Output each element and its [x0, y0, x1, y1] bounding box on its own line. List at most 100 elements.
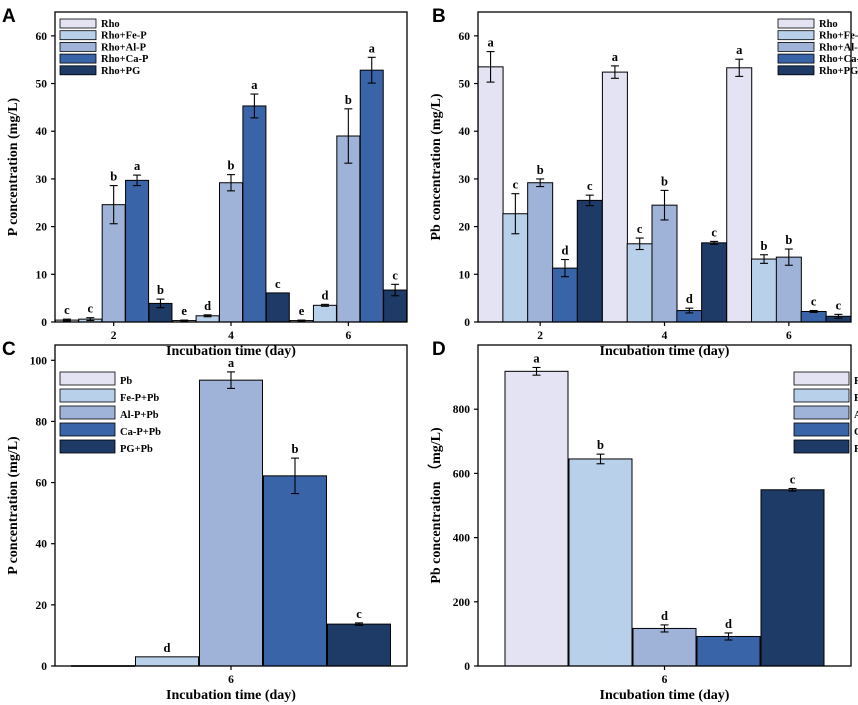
significance-label: d	[321, 288, 328, 302]
significance-label: a	[134, 159, 141, 173]
bar	[760, 489, 825, 667]
legend-swatch	[793, 371, 850, 386]
y-tick-label: 100	[30, 355, 48, 367]
significance-label: c	[392, 268, 398, 282]
y-tick-label: 20	[36, 600, 48, 612]
legend-label: Rho+Al-P	[819, 42, 858, 53]
legend-swatch	[59, 422, 116, 437]
legend-swatch	[793, 422, 850, 437]
significance-label: b	[597, 438, 604, 452]
bar	[199, 379, 263, 667]
bar	[568, 458, 633, 667]
panel-letter: D	[432, 339, 446, 360]
significance-label: c	[87, 302, 93, 316]
legend-swatch	[777, 65, 815, 76]
bar	[336, 135, 361, 323]
legend-label: Rho	[101, 19, 120, 30]
y-tick-label: 30	[459, 174, 471, 186]
bar	[751, 258, 778, 323]
bar	[601, 71, 628, 323]
y-tick-label: 50	[459, 79, 471, 91]
legend-swatch	[59, 65, 97, 76]
significance-label: a	[369, 41, 376, 55]
bar	[327, 623, 391, 667]
legend-label: Rho	[819, 19, 838, 30]
significance-label: a	[736, 43, 743, 57]
y-tick-label: 0	[41, 661, 47, 673]
significance-label: c	[64, 303, 70, 317]
x-tick-label: 6	[662, 674, 668, 686]
significance-label: c	[587, 179, 593, 193]
legend-swatch	[777, 53, 815, 64]
bar	[775, 256, 802, 323]
significance-label: b	[157, 283, 164, 297]
y-tick-label: 30	[36, 174, 48, 186]
significance-label: a	[251, 78, 258, 92]
x-tick-label: 2	[537, 330, 543, 342]
legend-swatch	[59, 388, 116, 403]
bar	[696, 635, 761, 667]
y-tick-label: 60	[459, 31, 471, 43]
bar	[800, 311, 827, 323]
legend-label: Pb	[120, 376, 132, 387]
significance-label: c	[356, 607, 362, 621]
significance-label: d	[725, 617, 732, 631]
y-tick-label: 40	[36, 539, 48, 551]
panel-letter: C	[2, 339, 16, 360]
bar	[265, 292, 290, 323]
significance-label: c	[836, 298, 842, 312]
bar	[527, 182, 554, 323]
x-tick-label: 6	[228, 674, 234, 686]
bar	[726, 67, 753, 323]
legend-swatch	[59, 30, 97, 41]
significance-label: d	[661, 609, 668, 623]
x-tick-label: 6	[786, 330, 792, 342]
legend-label: Rho+PG	[819, 66, 858, 77]
legend-swatch	[59, 53, 97, 64]
significance-label: a	[533, 351, 540, 365]
bar	[632, 627, 697, 667]
bar	[125, 179, 150, 323]
significance-label: a	[487, 36, 494, 50]
legend: Pb Fe-P+Pb Al-P+Pb Ca-P+Pb PG+Pb	[793, 371, 858, 455]
significance-label: c	[637, 222, 643, 236]
y-tick-label: 800	[453, 404, 471, 416]
y-tick-label: 600	[453, 468, 471, 480]
significance-label: b	[292, 442, 299, 456]
legend-swatch	[59, 371, 116, 386]
y-tick-label: 40	[459, 126, 471, 138]
x-axis-title: Incubation time (day)	[600, 688, 730, 703]
significance-label: b	[345, 93, 352, 107]
y-tick-label: 0	[464, 661, 470, 673]
y-tick-label: 20	[459, 222, 471, 234]
legend-label: PG+Pb	[854, 444, 858, 455]
panel-letter: A	[2, 6, 16, 27]
significance-label: c	[275, 277, 281, 291]
x-tick-label: 2	[111, 330, 117, 342]
legend-label: Rho+PG	[101, 66, 140, 77]
legend-label: Fe-P+Pb	[854, 393, 858, 404]
significance-label: b	[537, 163, 544, 177]
legend-label: Rho+Ca-P	[819, 54, 858, 65]
significance-label: e	[299, 304, 305, 318]
y-tick-label: 60	[36, 31, 48, 43]
x-tick-label: 6	[345, 330, 351, 342]
significance-label: b	[661, 174, 668, 188]
x-axis-title: Incubation time (day)	[600, 344, 730, 359]
x-tick-label: 4	[662, 330, 668, 342]
y-axis-title: P concentration (mg/L)	[6, 436, 21, 575]
legend-swatch	[777, 42, 815, 52]
plot-frame	[54, 344, 408, 667]
y-tick-label: 60	[36, 478, 48, 490]
significance-label: c	[513, 178, 519, 192]
bar	[263, 475, 327, 667]
plot-frame	[477, 11, 852, 323]
y-tick-label: 40	[36, 126, 48, 138]
